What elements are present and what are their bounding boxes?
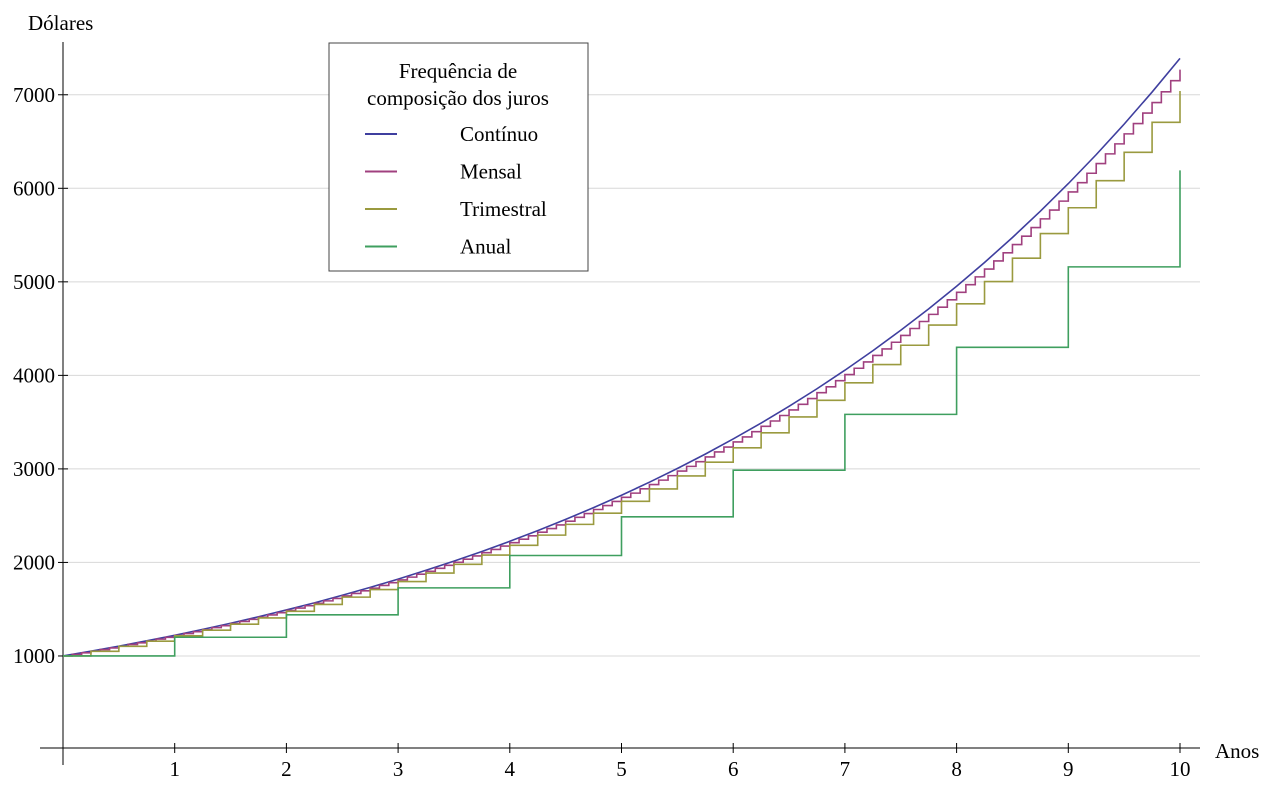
x-tick-label: 3 bbox=[393, 757, 404, 781]
legend-label: Anual bbox=[460, 235, 511, 259]
x-tick-label: 9 bbox=[1063, 757, 1074, 781]
y-tick-label: 3000 bbox=[13, 457, 55, 481]
legend-title: Frequência de bbox=[399, 59, 517, 83]
x-tick-label: 5 bbox=[616, 757, 627, 781]
x-tick-label: 4 bbox=[505, 757, 516, 781]
x-tick-label: 10 bbox=[1170, 757, 1191, 781]
y-tick-label: 4000 bbox=[13, 363, 55, 387]
x-tick-label: 8 bbox=[951, 757, 962, 781]
legend-title: composição dos juros bbox=[367, 86, 549, 110]
y-tick-label: 6000 bbox=[13, 176, 55, 200]
series-line bbox=[63, 91, 1181, 657]
x-tick-label: 1 bbox=[169, 757, 180, 781]
y-tick-label: 1000 bbox=[13, 644, 55, 668]
legend: Frequência de composição dos juros Contínu… bbox=[328, 42, 589, 272]
y-tick-label: 5000 bbox=[13, 270, 55, 294]
y-tick-label: 2000 bbox=[13, 550, 55, 574]
legend-box bbox=[328, 42, 589, 272]
x-axis-label: Anos bbox=[1215, 739, 1259, 763]
legend-label: Trimestral bbox=[460, 197, 547, 221]
series-line bbox=[63, 69, 1181, 657]
series-line bbox=[62, 57, 1181, 657]
legend-label: Mensal bbox=[460, 160, 522, 184]
x-tick-label: 6 bbox=[728, 757, 739, 781]
series-line bbox=[63, 170, 1181, 657]
x-tick-label: 2 bbox=[281, 757, 292, 781]
y-axis-label: Dólares bbox=[28, 11, 93, 35]
legend-label: Contínuo bbox=[460, 122, 538, 146]
x-tick-label: 7 bbox=[840, 757, 851, 781]
y-tick-label: 7000 bbox=[13, 83, 55, 107]
plot-lines bbox=[62, 57, 1181, 657]
grid: 1000 2000 3000 4000 5000 6000 7000 1 2 3 4 5 6 7 8 9 10 bbox=[13, 83, 1200, 781]
